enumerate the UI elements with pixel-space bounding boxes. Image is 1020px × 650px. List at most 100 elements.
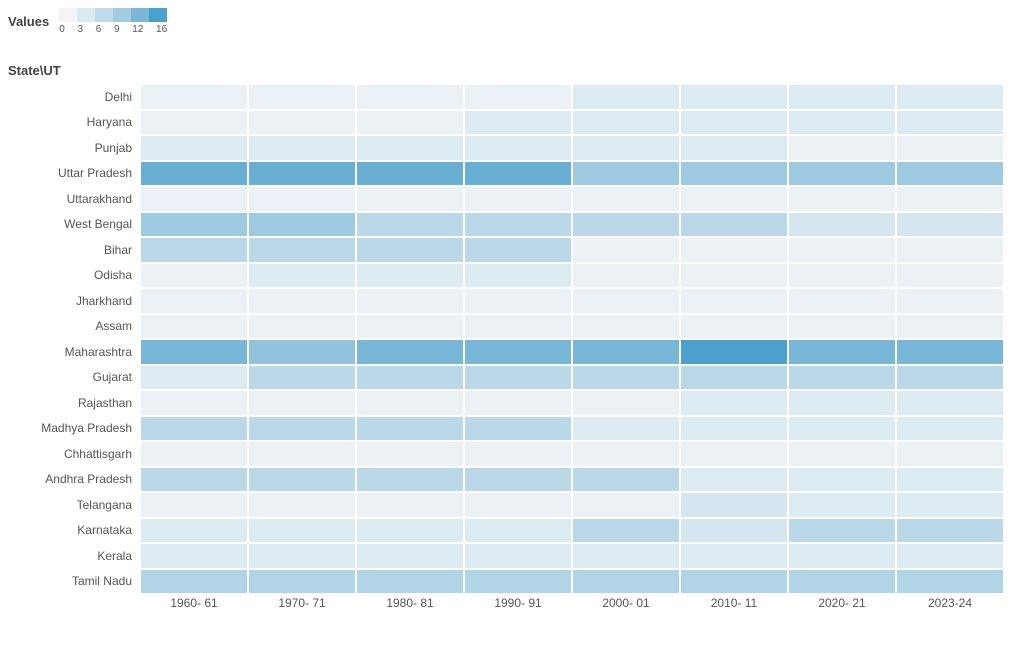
heatmap-cell[interactable] [572,288,680,314]
heatmap-cell[interactable] [680,416,788,442]
heatmap-cell[interactable] [788,110,896,136]
heatmap-cell[interactable] [572,237,680,263]
heatmap-cell[interactable] [464,84,572,110]
heatmap-cell[interactable] [140,518,248,544]
heatmap-cell[interactable] [680,110,788,136]
heatmap-cell[interactable] [572,84,680,110]
heatmap-cell[interactable] [680,263,788,289]
heatmap-cell[interactable] [464,263,572,289]
heatmap-cell[interactable] [248,314,356,340]
heatmap-cell[interactable] [572,467,680,493]
heatmap-cell[interactable] [680,441,788,467]
heatmap-cell[interactable] [140,492,248,518]
heatmap-cell[interactable] [788,161,896,187]
heatmap-cell[interactable] [572,186,680,212]
heatmap-cell[interactable] [680,569,788,595]
heatmap-cell[interactable] [464,314,572,340]
heatmap-cell[interactable] [896,416,1004,442]
heatmap-cell[interactable] [356,569,464,595]
heatmap-cell[interactable] [356,339,464,365]
heatmap-cell[interactable] [788,467,896,493]
heatmap-cell[interactable] [140,84,248,110]
heatmap-cell[interactable] [356,416,464,442]
heatmap-cell[interactable] [572,492,680,518]
heatmap-cell[interactable] [356,467,464,493]
heatmap-cell[interactable] [788,416,896,442]
heatmap-cell[interactable] [356,390,464,416]
heatmap-cell[interactable] [140,186,248,212]
heatmap-cell[interactable] [896,543,1004,569]
heatmap-cell[interactable] [572,314,680,340]
heatmap-cell[interactable] [356,365,464,391]
heatmap-cell[interactable] [356,161,464,187]
heatmap-cell[interactable] [140,365,248,391]
heatmap-cell[interactable] [788,365,896,391]
heatmap-cell[interactable] [356,441,464,467]
heatmap-cell[interactable] [356,314,464,340]
heatmap-cell[interactable] [680,518,788,544]
heatmap-cell[interactable] [248,365,356,391]
heatmap-cell[interactable] [464,237,572,263]
heatmap-cell[interactable] [788,569,896,595]
heatmap-cell[interactable] [140,416,248,442]
heatmap-cell[interactable] [896,212,1004,238]
heatmap-cell[interactable] [248,237,356,263]
heatmap-cell[interactable] [356,186,464,212]
heatmap-cell[interactable] [464,416,572,442]
heatmap-cell[interactable] [788,263,896,289]
heatmap-cell[interactable] [896,186,1004,212]
heatmap-cell[interactable] [140,263,248,289]
heatmap-cell[interactable] [248,135,356,161]
heatmap-cell[interactable] [680,467,788,493]
heatmap-cell[interactable] [788,84,896,110]
heatmap-cell[interactable] [248,416,356,442]
heatmap-cell[interactable] [896,365,1004,391]
heatmap-cell[interactable] [248,288,356,314]
heatmap-cell[interactable] [356,212,464,238]
heatmap-cell[interactable] [896,237,1004,263]
heatmap-cell[interactable] [464,492,572,518]
heatmap-cell[interactable] [248,518,356,544]
heatmap-cell[interactable] [572,569,680,595]
heatmap-cell[interactable] [896,518,1004,544]
heatmap-cell[interactable] [896,135,1004,161]
heatmap-cell[interactable] [356,110,464,136]
heatmap-cell[interactable] [140,339,248,365]
heatmap-cell[interactable] [680,543,788,569]
heatmap-cell[interactable] [356,543,464,569]
heatmap-cell[interactable] [680,161,788,187]
heatmap-cell[interactable] [356,288,464,314]
heatmap-cell[interactable] [464,288,572,314]
heatmap-cell[interactable] [896,467,1004,493]
heatmap-cell[interactable] [788,186,896,212]
heatmap-cell[interactable] [248,467,356,493]
heatmap-cell[interactable] [788,237,896,263]
heatmap-cell[interactable] [464,186,572,212]
heatmap-cell[interactable] [464,212,572,238]
heatmap-cell[interactable] [464,441,572,467]
heatmap-cell[interactable] [248,263,356,289]
heatmap-cell[interactable] [896,569,1004,595]
heatmap-cell[interactable] [572,135,680,161]
heatmap-cell[interactable] [788,441,896,467]
heatmap-cell[interactable] [140,237,248,263]
heatmap-cell[interactable] [248,492,356,518]
heatmap-cell[interactable] [680,288,788,314]
heatmap-cell[interactable] [140,543,248,569]
heatmap-cell[interactable] [464,518,572,544]
heatmap-cell[interactable] [356,237,464,263]
heatmap-cell[interactable] [248,569,356,595]
heatmap-cell[interactable] [572,161,680,187]
heatmap-cell[interactable] [140,390,248,416]
heatmap-cell[interactable] [356,263,464,289]
heatmap-cell[interactable] [572,365,680,391]
heatmap-cell[interactable] [464,543,572,569]
heatmap-cell[interactable] [896,390,1004,416]
heatmap-cell[interactable] [248,161,356,187]
heatmap-cell[interactable] [572,263,680,289]
heatmap-cell[interactable] [788,390,896,416]
heatmap-cell[interactable] [896,288,1004,314]
heatmap-cell[interactable] [788,339,896,365]
heatmap-cell[interactable] [680,390,788,416]
heatmap-cell[interactable] [464,569,572,595]
